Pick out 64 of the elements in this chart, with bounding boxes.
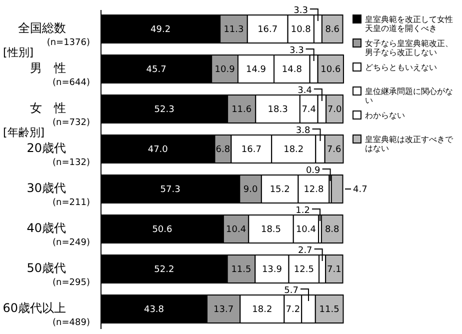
text: [年齢別]: [3, 126, 45, 139]
data-label: 5.7: [284, 286, 299, 296]
data-label: 11.3: [224, 25, 244, 35]
data-label: 47.0: [148, 145, 168, 155]
y-tick-label: 30歳代 (n=211): [26, 181, 90, 208]
legend-label: どちらともいえない: [365, 63, 437, 72]
data-label: 10.9: [214, 65, 236, 75]
data-label: 7.1: [327, 265, 342, 275]
data-label: 7.0: [327, 105, 342, 115]
data-label: 11.5: [231, 265, 252, 275]
data-label: 3.3: [290, 46, 304, 56]
y-tick-label: 20歳代 (n=132): [26, 141, 90, 168]
data-label: 10.8: [290, 25, 312, 35]
data-label: 10.4: [226, 225, 246, 235]
data-label: 3.3: [294, 6, 308, 16]
data-label: 12.5: [294, 265, 314, 275]
data-label: 16.7: [258, 25, 278, 35]
data-label: 52.3: [154, 105, 174, 115]
data-label: 7.4: [302, 105, 316, 115]
data-label: 11.6: [232, 105, 252, 115]
legend-label: 皇位継承問題に関心がない: [365, 87, 453, 105]
data-label: 14.9: [246, 65, 266, 75]
data-label: 10.4: [296, 225, 316, 235]
legend-label: 皇室典範は改正すべきではない: [365, 135, 454, 153]
data-label: 18.5: [260, 225, 282, 235]
y-tick-label: 男 性 (n=644): [30, 61, 90, 88]
data-label: 15.2: [270, 185, 290, 195]
data-label: 0.9: [306, 166, 321, 176]
data-label: 49.2: [150, 25, 171, 35]
legend-label: わからない: [365, 111, 405, 120]
legend-label: 皇室典範を改正して女性天皇の道を開くべき: [365, 15, 453, 33]
data-label: 7.2: [286, 305, 300, 315]
data-label: 13.9: [262, 265, 282, 275]
data-label: 57.3: [160, 185, 180, 195]
y-tick-label: 50歳代 (n=295): [26, 261, 90, 288]
data-label: 10.6: [320, 65, 341, 75]
y-tick-label: 40歳代 (n=249): [26, 221, 90, 248]
data-label: 13.7: [214, 305, 234, 315]
data-label: 7.6: [326, 145, 342, 155]
data-label: 50.6: [152, 225, 173, 235]
data-label: 6.8: [216, 145, 230, 155]
data-label: 8.6: [325, 25, 340, 35]
data-label: 8.8: [324, 225, 340, 235]
data-label: 45.7: [146, 65, 166, 75]
data-label: 3.4: [298, 86, 312, 96]
text: [性別]: [3, 46, 34, 59]
data-label: 18.2: [252, 305, 272, 315]
data-label: 12.8: [304, 185, 324, 195]
y-tick-label: 60歳代以上 (n=489): [2, 301, 90, 328]
data-label: 52.2: [154, 265, 174, 275]
legend-label: 女子なら皇室典範改正、男子なら改正しない: [365, 39, 453, 57]
data-label: 3.8: [296, 126, 311, 136]
data-label: 9.0: [243, 185, 258, 195]
data-label: 18.3: [268, 105, 288, 115]
data-label: 43.8: [144, 305, 164, 315]
data-label: 14.8: [282, 65, 302, 75]
y-tick-label: 女 性 (n=732): [30, 101, 90, 128]
y-tick-label: 全国総数 (n=1376): [18, 21, 90, 48]
data-label: 2.7: [298, 246, 312, 256]
data-label: 18.2: [284, 145, 304, 155]
data-label: 4.7: [353, 185, 368, 195]
data-label: 11.5: [319, 305, 340, 315]
data-label: 16.7: [241, 145, 262, 155]
data-label: 1.2: [296, 206, 310, 216]
